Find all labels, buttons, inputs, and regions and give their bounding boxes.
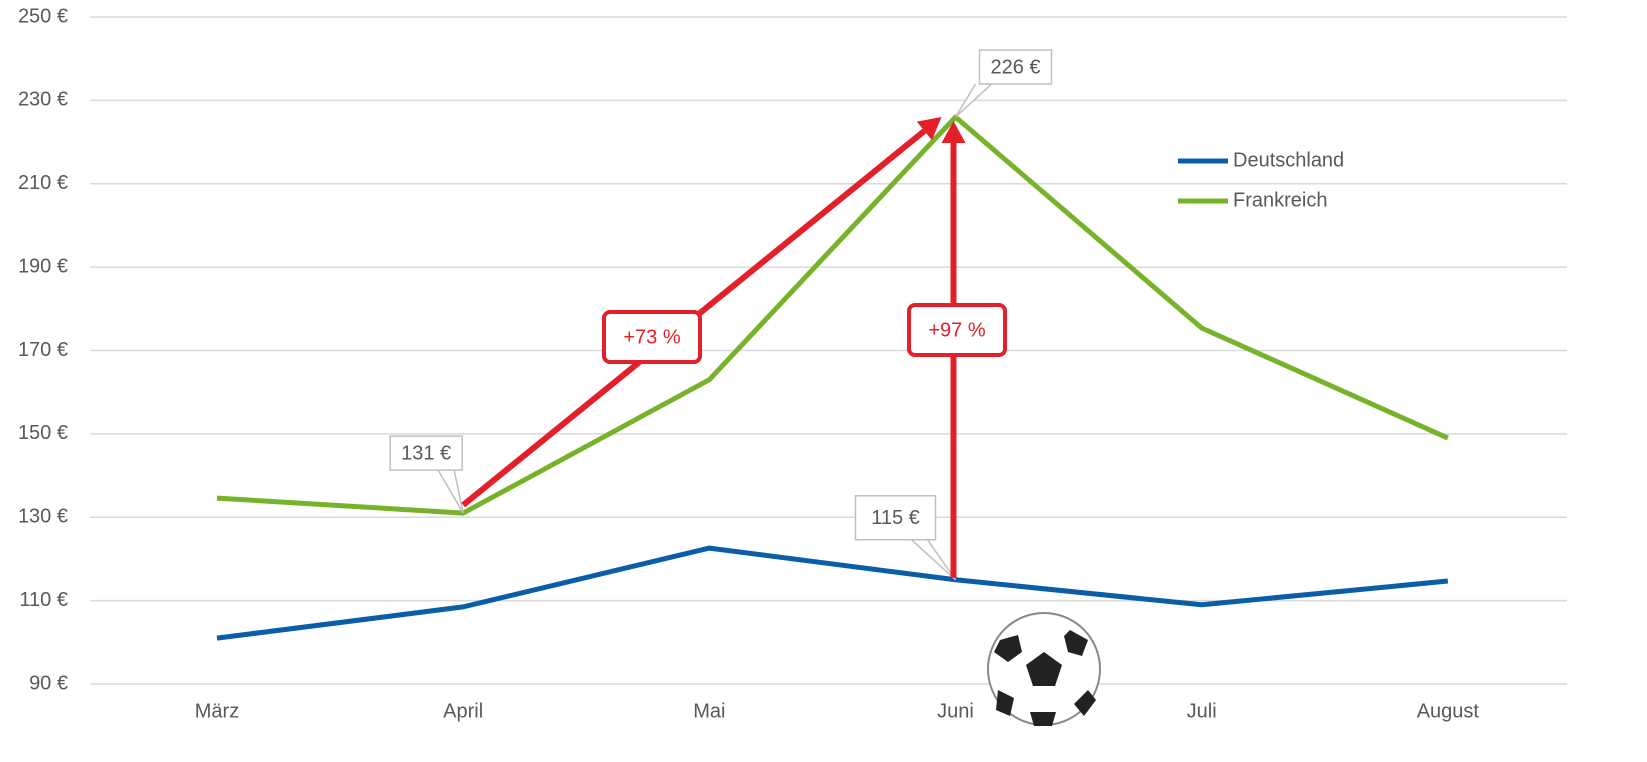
y-tick-label: 130 € bbox=[18, 506, 68, 528]
y-tick-label: 190 € bbox=[18, 255, 68, 277]
x-tick-label: Juni bbox=[937, 700, 974, 722]
series-line bbox=[216, 545, 1449, 641]
annotation-box bbox=[602, 310, 702, 364]
data-label: 131 € bbox=[401, 442, 451, 464]
arrow-head bbox=[941, 121, 966, 144]
y-tick-label: 250 € bbox=[18, 5, 68, 27]
x-tick-label: April bbox=[443, 700, 483, 722]
data-label: 115 € bbox=[871, 507, 920, 529]
annotation-text: +97 % bbox=[928, 319, 985, 341]
y-tick-label: 230 € bbox=[18, 89, 68, 111]
callout-fill bbox=[391, 437, 462, 470]
y-tick-label: 210 € bbox=[18, 172, 68, 194]
x-tick-label: August bbox=[1417, 700, 1480, 722]
y-tick-label: 90 € bbox=[29, 672, 68, 694]
annotation-text: +73 % bbox=[623, 326, 680, 348]
y-tick-label: 150 € bbox=[18, 422, 68, 444]
series-line bbox=[216, 114, 1449, 516]
x-tick-label: März bbox=[195, 700, 239, 722]
y-tick-label: 170 € bbox=[18, 339, 68, 361]
x-tick-label: Mai bbox=[693, 700, 725, 722]
x-tick-label: Juli bbox=[1187, 700, 1217, 722]
callout-fill bbox=[856, 496, 935, 539]
soccer-ball bbox=[987, 612, 1101, 726]
annotation-box bbox=[907, 303, 1007, 357]
legend-label: Frankreich bbox=[1233, 189, 1327, 211]
arrow-head bbox=[916, 117, 942, 141]
callout-fill bbox=[980, 51, 1051, 84]
legend-label: Deutschland bbox=[1233, 149, 1344, 171]
data-label: 226 € bbox=[990, 56, 1040, 78]
y-tick-label: 110 € bbox=[19, 589, 68, 611]
